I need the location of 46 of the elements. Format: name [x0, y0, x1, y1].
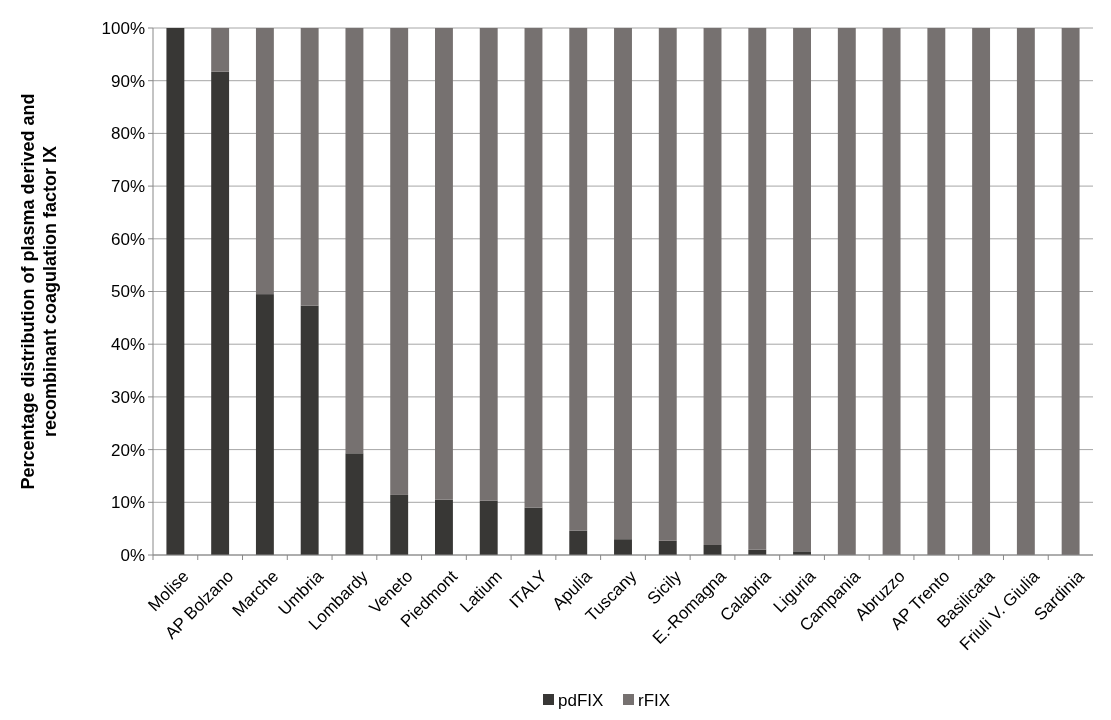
y-tick-label: 0% — [120, 545, 145, 565]
bar — [793, 28, 811, 552]
bar — [658, 28, 677, 541]
bar — [524, 507, 543, 555]
bar — [658, 540, 677, 555]
y-tick-label: 10% — [110, 493, 145, 513]
bar — [390, 28, 409, 495]
bar — [479, 500, 498, 555]
bar — [1061, 28, 1080, 555]
y-tick-label: 30% — [110, 387, 145, 407]
bar — [927, 28, 946, 555]
y-tick-label: 20% — [110, 440, 145, 460]
bar — [569, 530, 588, 555]
bar — [972, 28, 991, 555]
bar — [345, 453, 364, 555]
bar — [300, 305, 319, 555]
legend-label: rFIX — [638, 690, 671, 710]
bar — [166, 28, 185, 555]
bar — [211, 71, 230, 555]
y-tick-label: 40% — [110, 335, 145, 355]
bar — [614, 539, 632, 555]
bar — [479, 28, 498, 501]
bar — [614, 28, 632, 540]
y-tick-label: 60% — [110, 229, 145, 249]
bar — [748, 28, 767, 550]
y-axis-title: Percentage distribution of plasma derived and recombinant coagulation factor IX — [18, 93, 60, 490]
bar — [569, 28, 588, 531]
legend-label: pdFIX — [558, 690, 604, 710]
bar — [703, 28, 722, 545]
bar — [1016, 28, 1035, 555]
bar — [211, 28, 230, 72]
bar — [255, 294, 274, 555]
y-tick-label: 100% — [101, 18, 145, 38]
y-tick-label: 90% — [110, 71, 145, 91]
y-tick-label: 50% — [110, 282, 145, 302]
bar — [435, 499, 453, 555]
y-tick-label: 70% — [110, 177, 145, 197]
bar — [345, 28, 364, 454]
bar — [390, 494, 409, 555]
bar — [255, 28, 274, 295]
y-tick-label: 80% — [110, 124, 145, 144]
bar — [524, 28, 543, 508]
bar — [882, 28, 901, 555]
bar — [300, 28, 319, 306]
bar — [837, 28, 856, 555]
bar — [435, 28, 453, 500]
